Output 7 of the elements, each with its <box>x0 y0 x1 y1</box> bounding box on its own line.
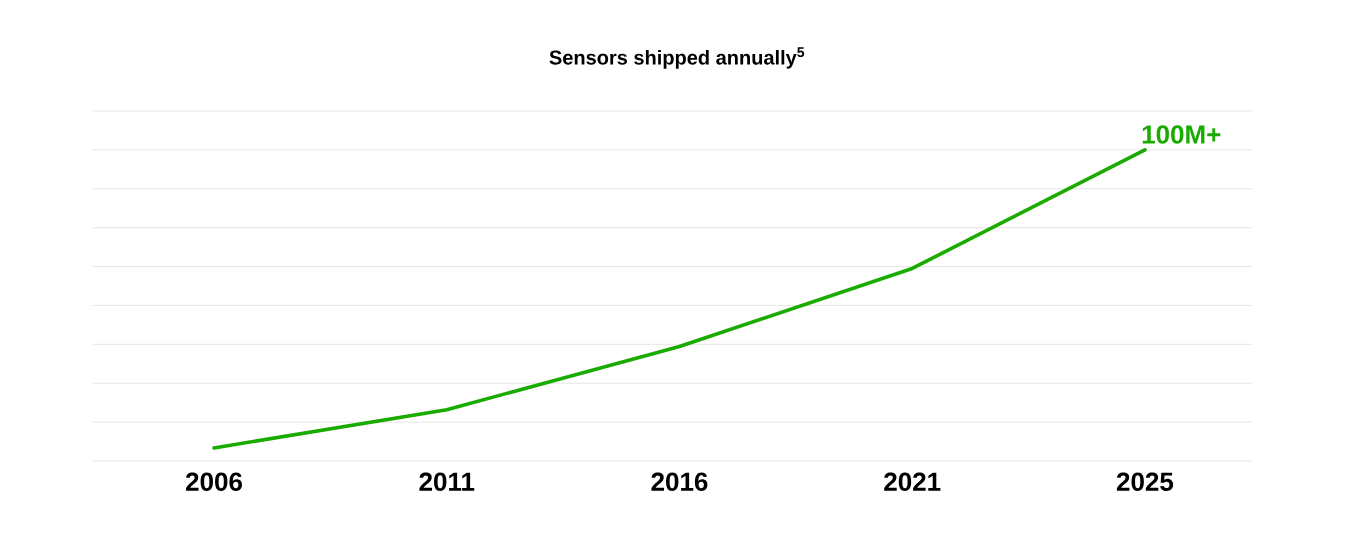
x-tick-label: 2006 <box>185 472 242 491</box>
data-label: 100M+ <box>1142 125 1221 144</box>
chart-title: Sensors shipped annually$^{5}$ <box>549 47 805 69</box>
x-tick-label: 2021 <box>884 472 941 491</box>
x-tick-label: 2016 <box>651 472 708 491</box>
x-tick-label: 2025 <box>1116 472 1174 491</box>
x-tick-label: 2011 <box>419 472 475 491</box>
